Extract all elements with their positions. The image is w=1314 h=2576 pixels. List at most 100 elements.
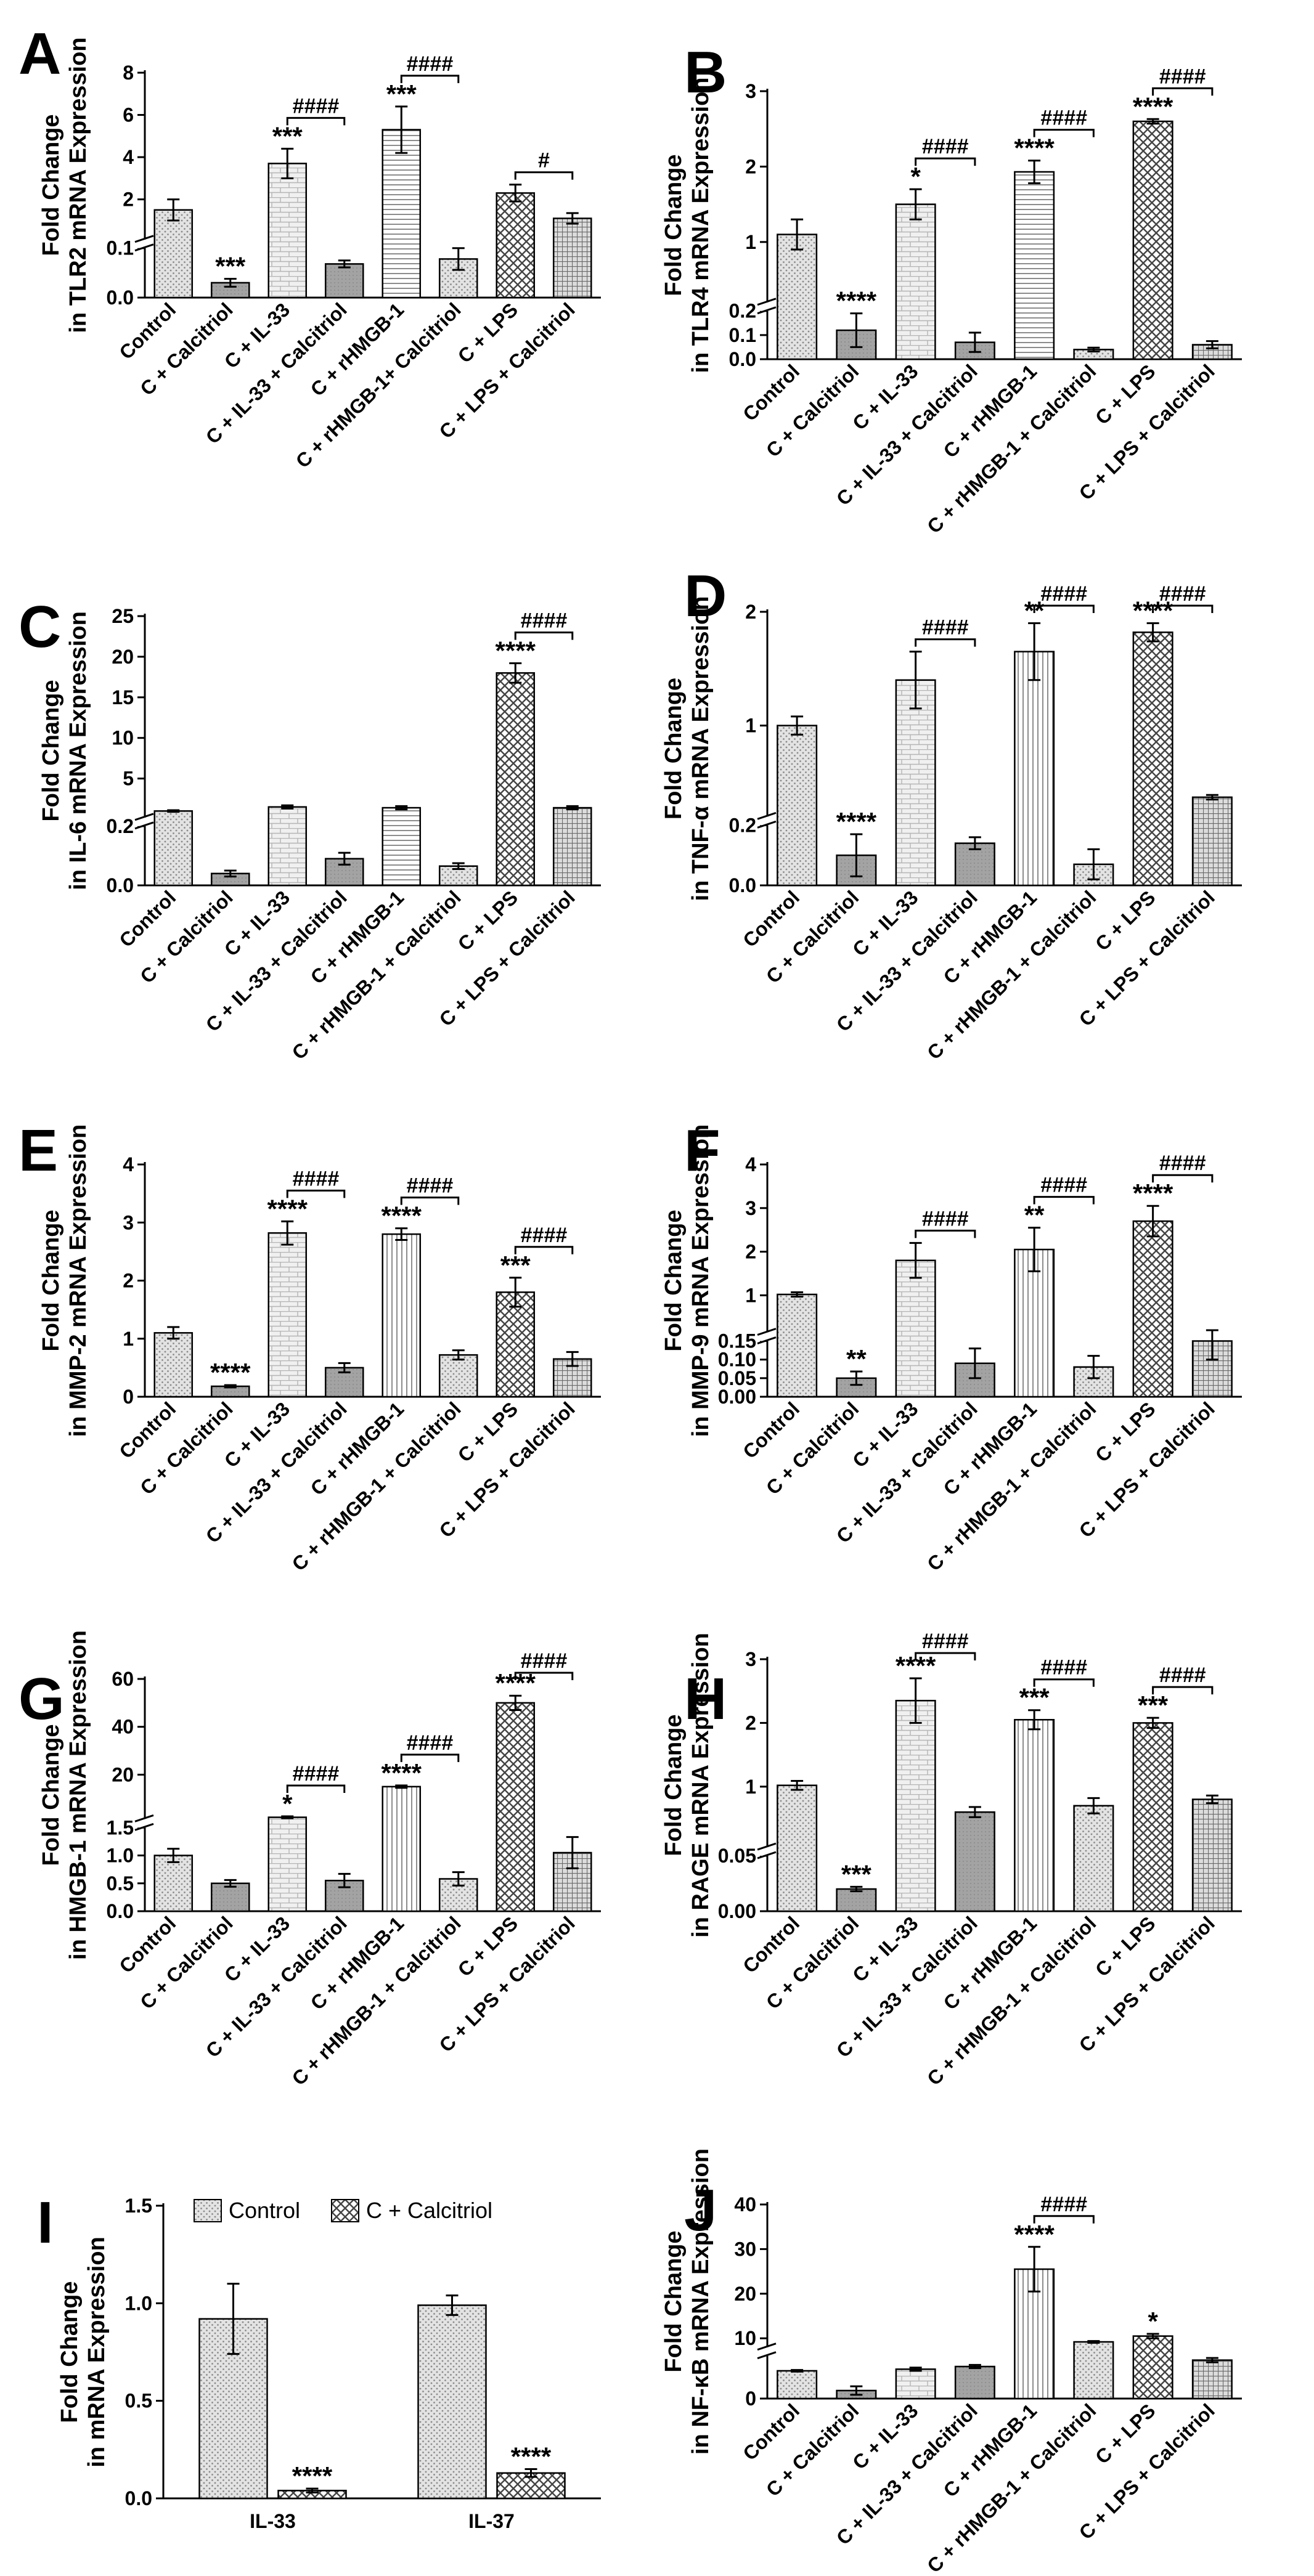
y-tick-label: 0 xyxy=(745,2387,756,2410)
axis-break-mark xyxy=(757,1336,777,1344)
significance-hash: #### xyxy=(1159,65,1206,88)
significance-hash: #### xyxy=(521,609,568,632)
bar-c-lps xyxy=(1132,631,1173,887)
y-tick-label: 3 xyxy=(745,1197,756,1219)
y-tick-label: 0.00 xyxy=(718,1386,756,1408)
significance-stars: **** xyxy=(836,286,877,315)
significance-hash: #### xyxy=(521,1224,568,1247)
y-tick-label: 1.0 xyxy=(125,2292,152,2314)
y-axis-label: in TLR4 mRNA Expression xyxy=(688,77,714,373)
bar-c-lps xyxy=(1132,120,1173,360)
panel-letter: C xyxy=(18,594,61,660)
y-tick-label: 0.1 xyxy=(107,237,134,259)
bar-c-il-33 xyxy=(895,679,936,887)
significance-hash: #### xyxy=(1159,582,1206,606)
y-tick-label: 0.2 xyxy=(107,815,134,837)
y-tick-label: 0.15 xyxy=(718,1330,756,1352)
significance-bracket xyxy=(1152,604,1214,613)
significance-bracket xyxy=(915,157,976,166)
y-axis-label: Fold Change xyxy=(38,680,64,821)
significance-stars: *** xyxy=(841,1859,872,1888)
panel-b: 0.00.10.2 1 2 3 Fold Change in TLR4 mRNA Expr… xyxy=(661,39,1242,538)
significance-stars: * xyxy=(282,1789,293,1818)
y-tick-label: 5 xyxy=(123,768,134,790)
significance-stars: **** xyxy=(1133,92,1173,121)
bar-c-lps xyxy=(496,192,536,299)
y-tick-label: 2 xyxy=(123,189,134,211)
bar-c-lps xyxy=(1132,1220,1173,1398)
significance-stars: **** xyxy=(836,807,877,836)
axis-break-gap xyxy=(135,817,601,826)
significance-stars: * xyxy=(1148,2307,1158,2336)
significance-hash: #### xyxy=(521,1649,568,1673)
y-tick-label: 1.5 xyxy=(125,2195,152,2217)
panel-letter: E xyxy=(18,1118,58,1184)
panel-letter: D xyxy=(684,563,727,629)
axis-break-mark xyxy=(134,821,154,830)
significance-stars: ** xyxy=(1024,1201,1045,1230)
y-axis-label: Fold Change xyxy=(661,678,687,819)
y-axis-label: in TLR2 mRNA Expression xyxy=(65,37,91,333)
axis-break-mark xyxy=(757,820,777,829)
bar-c-lps xyxy=(1132,1722,1173,1912)
y-tick-label: 10 xyxy=(734,2327,756,2349)
y-axis-label: Fold Change xyxy=(38,114,64,256)
significance-hash: #### xyxy=(407,1174,454,1198)
significance-stars: *** xyxy=(386,79,417,108)
axis-break-mark xyxy=(757,298,777,306)
significance-bracket xyxy=(514,1672,574,1680)
y-tick-label: 2 xyxy=(745,1241,756,1263)
panel-letter: A xyxy=(18,21,61,87)
bar-control xyxy=(153,810,194,887)
y-tick-label: 0.0 xyxy=(729,348,756,370)
y-tick-label: 60 xyxy=(112,1668,134,1690)
significance-stars: **** xyxy=(210,1358,251,1387)
significance-stars: * xyxy=(910,162,921,191)
panel-g: 0.0 0.5 1.0 1.5 20 40 60 Fold Change in HMGB-1 m… xyxy=(18,1630,601,2090)
axis-break-mark xyxy=(757,2342,777,2351)
panel-letter: I xyxy=(37,2190,54,2256)
y-tick-label: 1.5 xyxy=(107,1816,134,1839)
y-tick-label: 20 xyxy=(112,646,134,668)
axis-break-gap xyxy=(757,1847,1242,1856)
panel-d: 0.0 0.2 1 2 Fold Change in TNF-α mRNA Express… xyxy=(661,563,1242,1064)
y-tick-label: 1.0 xyxy=(107,1845,134,1867)
panel-h: 0.00 0.05 1 2 3 Fold Change in RAGE mRNA Expre… xyxy=(661,1630,1242,2090)
y-tick-label: 4 xyxy=(745,1153,756,1176)
bar-c-rhmgb-1-calcitriol xyxy=(438,1354,478,1398)
panel-j: 0 10 20 30 40 Fold Change in NF-κB mRNA Expres… xyxy=(661,2148,1242,2576)
bar-c-lps xyxy=(496,1702,536,1912)
axis-break-gap xyxy=(757,302,1242,311)
y-tick-label: 4 xyxy=(123,146,134,168)
legend-swatch xyxy=(331,2199,359,2222)
significance-bracket xyxy=(1033,129,1095,137)
significance-bracket xyxy=(286,1189,346,1198)
bar-control xyxy=(153,1332,194,1398)
y-tick-label: 0.1 xyxy=(729,324,756,346)
axis-break-mark xyxy=(134,243,154,252)
bar-c-calcitriol xyxy=(836,1888,877,1912)
bar-c-il-33 xyxy=(895,203,936,360)
axis-break-mark xyxy=(757,1328,777,1336)
y-axis-label: Fold Change xyxy=(661,1209,687,1351)
y-axis-label: Fold Change xyxy=(57,2281,83,2423)
panel-letter: B xyxy=(684,39,727,105)
y-axis-label: Fold Change xyxy=(661,1714,687,1856)
significance-bracket xyxy=(400,1197,460,1205)
significance-hash: #### xyxy=(922,616,969,640)
bar-c-lps-calcitriol xyxy=(552,217,592,299)
bar-c-rhmgb-1-calcitriol xyxy=(1073,1805,1114,1912)
significance-hash: #### xyxy=(922,1630,969,1653)
y-axis-label: in RAGE mRNA Expression xyxy=(688,1633,714,1938)
bar-c-rhmgb-1 xyxy=(382,807,422,887)
y-tick-label: 3 xyxy=(745,80,756,102)
x-tick-label: IL-33 xyxy=(250,2510,296,2532)
bar-c-il-33 xyxy=(895,1699,936,1912)
axis-break-mark xyxy=(757,1842,777,1851)
panel-letter: G xyxy=(18,1666,65,1732)
y-tick-label: 10 xyxy=(112,727,134,749)
bar-control xyxy=(153,209,194,299)
y-tick-label: 0.10 xyxy=(718,1349,756,1371)
y-tick-label: 0.0 xyxy=(107,874,134,896)
y-tick-label: 1 xyxy=(745,1284,756,1306)
